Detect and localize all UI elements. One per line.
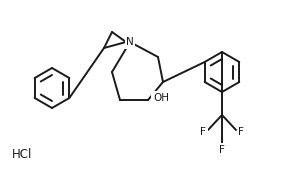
Text: N: N [126,37,134,47]
Text: HCl: HCl [12,148,32,161]
Text: F: F [238,127,244,137]
Text: OH: OH [153,93,169,103]
Text: F: F [200,127,206,137]
Text: F: F [219,145,225,155]
